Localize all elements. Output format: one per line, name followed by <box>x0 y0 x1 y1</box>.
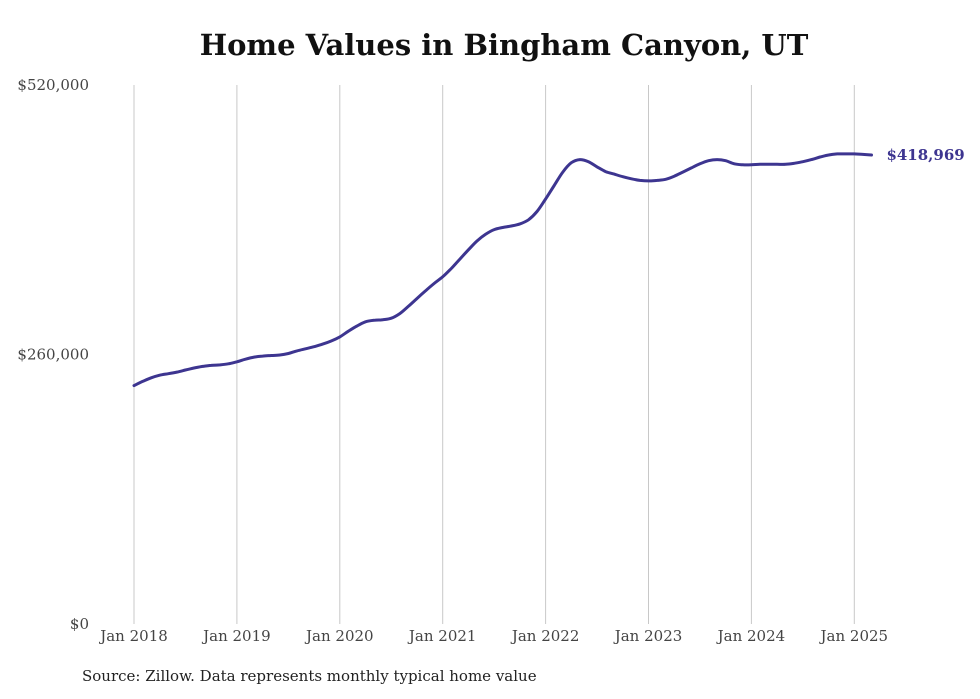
x-tick-label: Jan 2021 <box>407 627 477 645</box>
x-tick-label: Jan 2022 <box>510 627 580 645</box>
home-value-line <box>132 152 873 388</box>
x-tick-label: Jan 2019 <box>201 627 271 645</box>
x-tick-label: Jan 2023 <box>613 627 683 645</box>
latest-value-label: $418,969 <box>886 146 964 164</box>
source-note: Source: Zillow. Data represents monthly … <box>82 667 537 685</box>
x-tick-label: Jan 2018 <box>98 627 168 645</box>
y-tick-label: $0 <box>70 615 89 633</box>
y-tick-label: $520,000 <box>17 76 89 94</box>
chart-title: Home Values in Bingham Canyon, UT <box>199 28 809 62</box>
x-tick-label: Jan 2020 <box>304 627 374 645</box>
series-layer: $418,969 <box>132 146 965 388</box>
y-axis-ticks: $0 $260,000 $520,000 <box>17 76 89 633</box>
x-axis-ticks: Jan 2018 Jan 2019 Jan 2020 Jan 2021 Jan 2022… <box>98 627 888 645</box>
x-tick-label: Jan 2025 <box>819 627 889 645</box>
gridlines <box>133 85 855 624</box>
x-tick-label: Jan 2024 <box>716 627 786 645</box>
y-tick-label: $260,000 <box>17 346 89 364</box>
